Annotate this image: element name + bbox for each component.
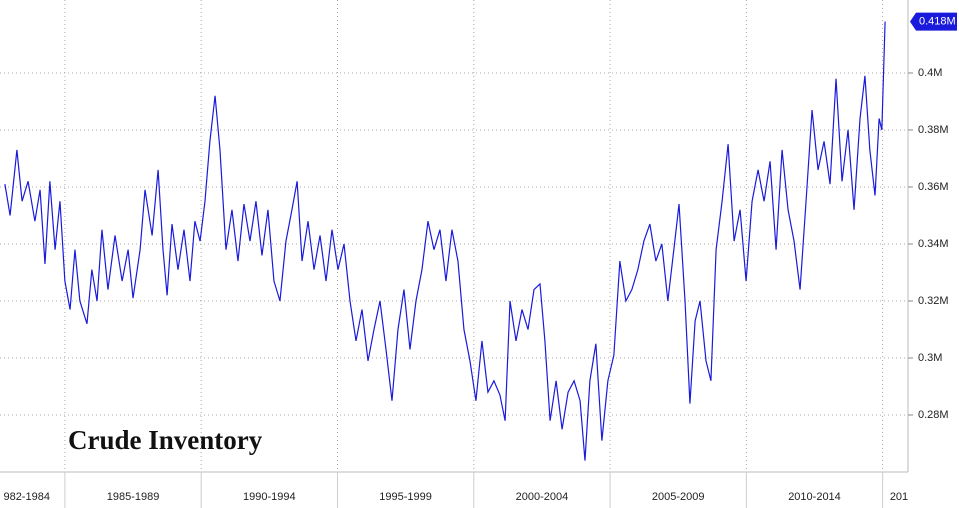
- x-tick-label: 2005-2009: [652, 491, 705, 503]
- x-axis-band: [0, 472, 908, 508]
- x-tick-label: 1990-1994: [243, 491, 296, 503]
- y-tick-label: 0.38M: [918, 124, 949, 136]
- x-tick-label: 201: [890, 491, 908, 503]
- y-tick-label: 0.34M: [918, 238, 949, 250]
- x-tick-label: 1995-1999: [379, 491, 432, 503]
- y-tick-label: 0.3M: [918, 352, 942, 364]
- x-tick-label: 2000-2004: [516, 491, 569, 503]
- x-tick-label: 1985-1989: [107, 491, 160, 503]
- data-line: [4, 21, 886, 461]
- y-tick-label: 0.36M: [918, 181, 949, 193]
- y-tick-label: 0.28M: [918, 409, 949, 421]
- last-value-box: [910, 12, 957, 31]
- y-tick-label: 0.4M: [918, 67, 942, 79]
- last-value-label: 0.418M: [919, 16, 956, 28]
- x-tick-label: 982-1984: [3, 491, 50, 503]
- chart-title: Crude Inventory: [68, 425, 263, 455]
- y-tick-label: 0.32M: [918, 295, 949, 307]
- x-tick-label: 2010-2014: [788, 491, 841, 503]
